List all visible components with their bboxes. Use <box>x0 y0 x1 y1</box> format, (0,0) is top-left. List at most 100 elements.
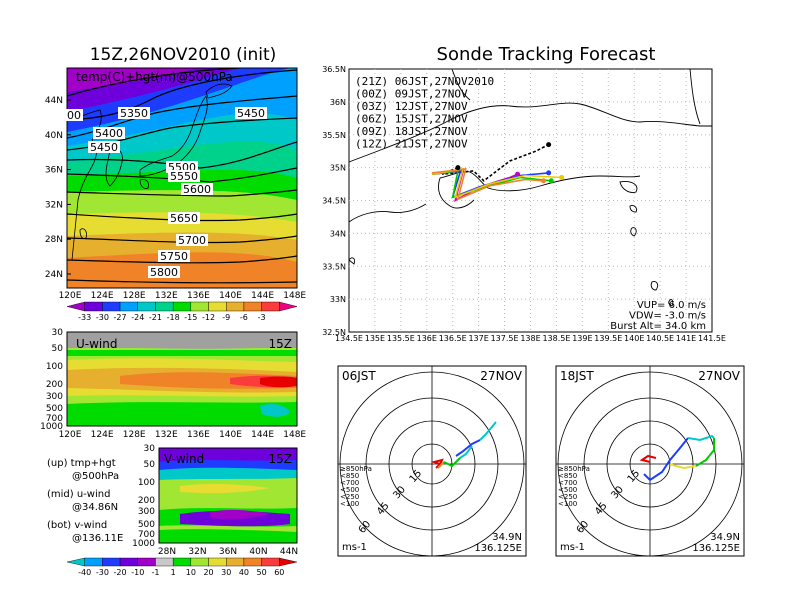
hodograph-trace <box>687 434 715 442</box>
pressure-tick-label: 700 <box>138 530 155 540</box>
vwind-lat-ticks: 28N 32N 36N 40N 44N <box>158 547 298 557</box>
level-legend: <250 <box>340 493 359 501</box>
lon-tick-label: 135.5E <box>387 334 415 343</box>
hodograph-trace <box>430 458 444 469</box>
lat-tick-label: 34N <box>330 229 346 238</box>
hodograph-unit: ms-1 <box>342 542 367 553</box>
sonde-tracks <box>431 142 565 203</box>
pressure-tick-label: 200 <box>138 496 155 506</box>
contour-label-bg <box>181 183 213 195</box>
contour-label-bg <box>88 141 120 153</box>
contour-label-text: 5750 <box>160 250 188 263</box>
lon-tick-label: 136E <box>187 291 210 301</box>
colorbar-label: 20 <box>203 568 213 577</box>
lat-tick-label: 36N <box>330 98 346 107</box>
colorbar-label: -20 <box>114 568 127 577</box>
colorbar-cell <box>190 301 209 312</box>
map-left-lon-ticks: 120E 124E 128E 132E 136E 140E 144E 148E <box>59 291 307 301</box>
track-endpoint <box>540 178 546 184</box>
legend-entry: (00Z) 09JST,27NOV <box>355 88 468 101</box>
colorbar-cell <box>243 301 262 312</box>
lat-tick-label: 32N <box>45 200 63 210</box>
contour-label-text: 00 <box>67 109 81 122</box>
lon-tick-label: 137.5E <box>491 334 519 343</box>
hodograph-trace <box>695 438 715 467</box>
colorbar-cell <box>66 301 85 312</box>
contour-label-text: 5350 <box>120 107 148 120</box>
legend-entry: (21Z) 06JST,27NOV2010 <box>355 75 494 88</box>
hodograph-trace <box>639 454 657 463</box>
colorbar-cell <box>279 301 298 312</box>
colorbar-cell <box>66 557 85 567</box>
legend-entry: (03Z) 12JST,27NOV <box>355 100 468 113</box>
colorbar-label: 30 <box>221 568 231 577</box>
pressure-tick-label: 500 <box>46 404 63 414</box>
pressure-tick-label: 200 <box>46 380 63 390</box>
contour-label: 5450 <box>235 107 267 120</box>
colorbar-label: 1 <box>171 568 176 577</box>
colorbar-cell <box>261 557 280 567</box>
lon-tick-label: 128E <box>123 291 146 301</box>
level-legend: ≥850hPa <box>558 465 590 473</box>
contour-label-bg <box>65 109 83 121</box>
legend-entry: (12Z) 21JST,27NOV <box>355 138 468 151</box>
hodograph-lat: 34.9N <box>492 532 522 543</box>
level-legend: <700 <box>558 479 577 487</box>
lon-tick-label: 139E <box>572 334 592 343</box>
lon-tick-label: 120E <box>59 430 82 440</box>
hodograph-time: 18JST <box>560 369 594 383</box>
hodograph-lon: 136.125E <box>474 543 522 554</box>
hodograph-trace <box>437 461 445 469</box>
pressure-tick-label: 300 <box>138 507 155 517</box>
level-legend: <250 <box>558 493 577 501</box>
note-line-a: (mid) u-wind <box>47 489 110 500</box>
uwind-field <box>67 332 297 426</box>
level-legend: <850 <box>340 472 359 480</box>
note-line-b: @500hPa <box>72 471 119 482</box>
hodograph-06jst: 06JST 27NOV15304560ms-134.9N136.125E≥850h… <box>337 365 527 557</box>
lon-tick-label: 132E <box>155 430 178 440</box>
level-legend: <850 <box>558 472 577 480</box>
lat-tick-label: 36.5N <box>322 65 346 74</box>
colorbar-cell <box>84 301 103 312</box>
contour-label-bg <box>158 250 190 262</box>
lon-tick-label: 144E <box>251 430 274 440</box>
colorbar-cell <box>102 557 121 567</box>
hodograph-date: 27NOV <box>480 369 522 383</box>
track-map-grid <box>349 69 712 332</box>
legend-entry: (09Z) 18JST,27NOV <box>355 125 468 138</box>
colorbar-label: -30 <box>96 313 109 322</box>
lon-tick-label: 141E <box>676 334 696 343</box>
contour-label-bg <box>168 170 200 182</box>
lat-tick-label: 40N <box>45 131 63 141</box>
lon-tick-label: 136E <box>417 334 437 343</box>
left-title: 15Z,26NOV2010 (init) <box>90 45 277 65</box>
info-line: VDW= -3.0 m/s <box>629 311 706 322</box>
colorbar-cell <box>155 557 174 567</box>
contour-label-text: 5700 <box>178 234 206 247</box>
colorbar-label: -40 <box>78 568 91 577</box>
contour-label-bg <box>168 212 200 224</box>
colorbar-label: -1 <box>151 568 159 577</box>
lat-tick-label: 28N <box>45 235 63 245</box>
note-line-a: (up) tmp+hgt <box>47 458 116 469</box>
contour-label-text: 5550 <box>170 170 198 183</box>
contour-label-text: 5400 <box>95 127 123 140</box>
colorbar-cell <box>208 301 227 312</box>
contour-label-bg <box>93 127 125 139</box>
level-legend: <100 <box>558 500 577 508</box>
lon-tick-label: 135E <box>365 334 385 343</box>
lon-tick-label: 124E <box>91 291 114 301</box>
lat-tick-label: 34.5N <box>322 197 346 206</box>
lon-tick-label: 148E <box>283 430 306 440</box>
map-left-frame <box>66 67 298 289</box>
uwind-label: U-wind <box>76 337 117 351</box>
contour-label-text: 5800 <box>150 266 178 279</box>
hodograph-trace <box>443 457 461 468</box>
lat-tick-label: 35.5N <box>322 131 346 140</box>
colorbar-cell <box>279 557 298 567</box>
